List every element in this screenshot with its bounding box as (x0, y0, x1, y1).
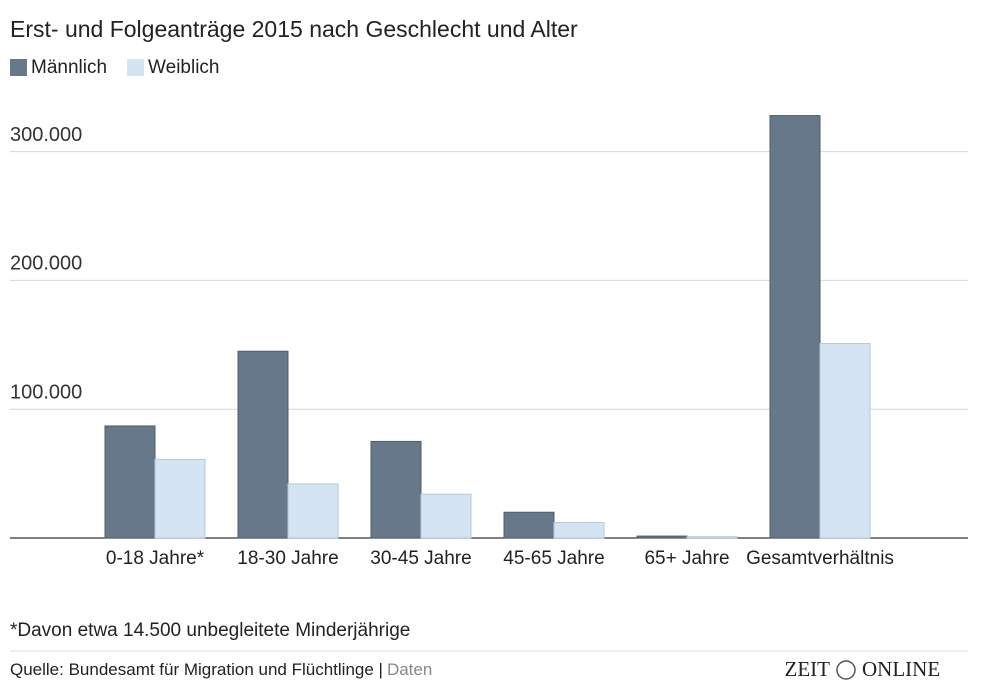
bar (503, 511, 555, 539)
legend-label: Männlich (31, 57, 107, 78)
x-tick-label: Gesamtverhältnis (746, 548, 894, 569)
source-link[interactable]: Daten (387, 660, 432, 679)
bar (636, 535, 688, 539)
footnote: *Davon etwa 14.500 unbegleitete Minderjä… (10, 620, 410, 641)
bar (420, 493, 472, 539)
bar (686, 536, 738, 539)
logo-right: ONLINE (862, 657, 940, 681)
y-tick-label: 200.000 (10, 253, 82, 275)
bar (819, 343, 871, 539)
x-tick-label: 45-65 Jahre (503, 548, 604, 569)
bar (104, 425, 156, 539)
x-tick-label: 18-30 Jahre (237, 548, 338, 569)
chart-title: Erst- und Folgeanträge 2015 nach Geschle… (10, 16, 578, 42)
bar (370, 440, 422, 539)
bar (769, 115, 821, 539)
legend-label: Weiblich (148, 57, 219, 78)
y-tick-label: 300.000 (10, 124, 82, 146)
bar (287, 483, 339, 539)
logo-emblem (836, 660, 856, 680)
y-tick-label: 100.000 (10, 381, 82, 403)
legend: Männlich Weiblich (10, 57, 220, 78)
bar (237, 350, 289, 539)
x-tick-label: 65+ Jahre (644, 548, 729, 569)
logo-left: ZEIT (785, 657, 831, 681)
bar (154, 458, 206, 539)
bar (553, 522, 605, 539)
legend-swatch (127, 59, 145, 76)
source-text: Quelle: Bundesamt für Migration und Flüc… (10, 660, 383, 679)
x-tick-label: 0-18 Jahre* (106, 548, 205, 569)
source: Quelle: Bundesamt für Migration und Flüc… (10, 660, 432, 679)
legend-swatch (10, 59, 27, 76)
x-tick-label: 30-45 Jahre (370, 548, 471, 569)
